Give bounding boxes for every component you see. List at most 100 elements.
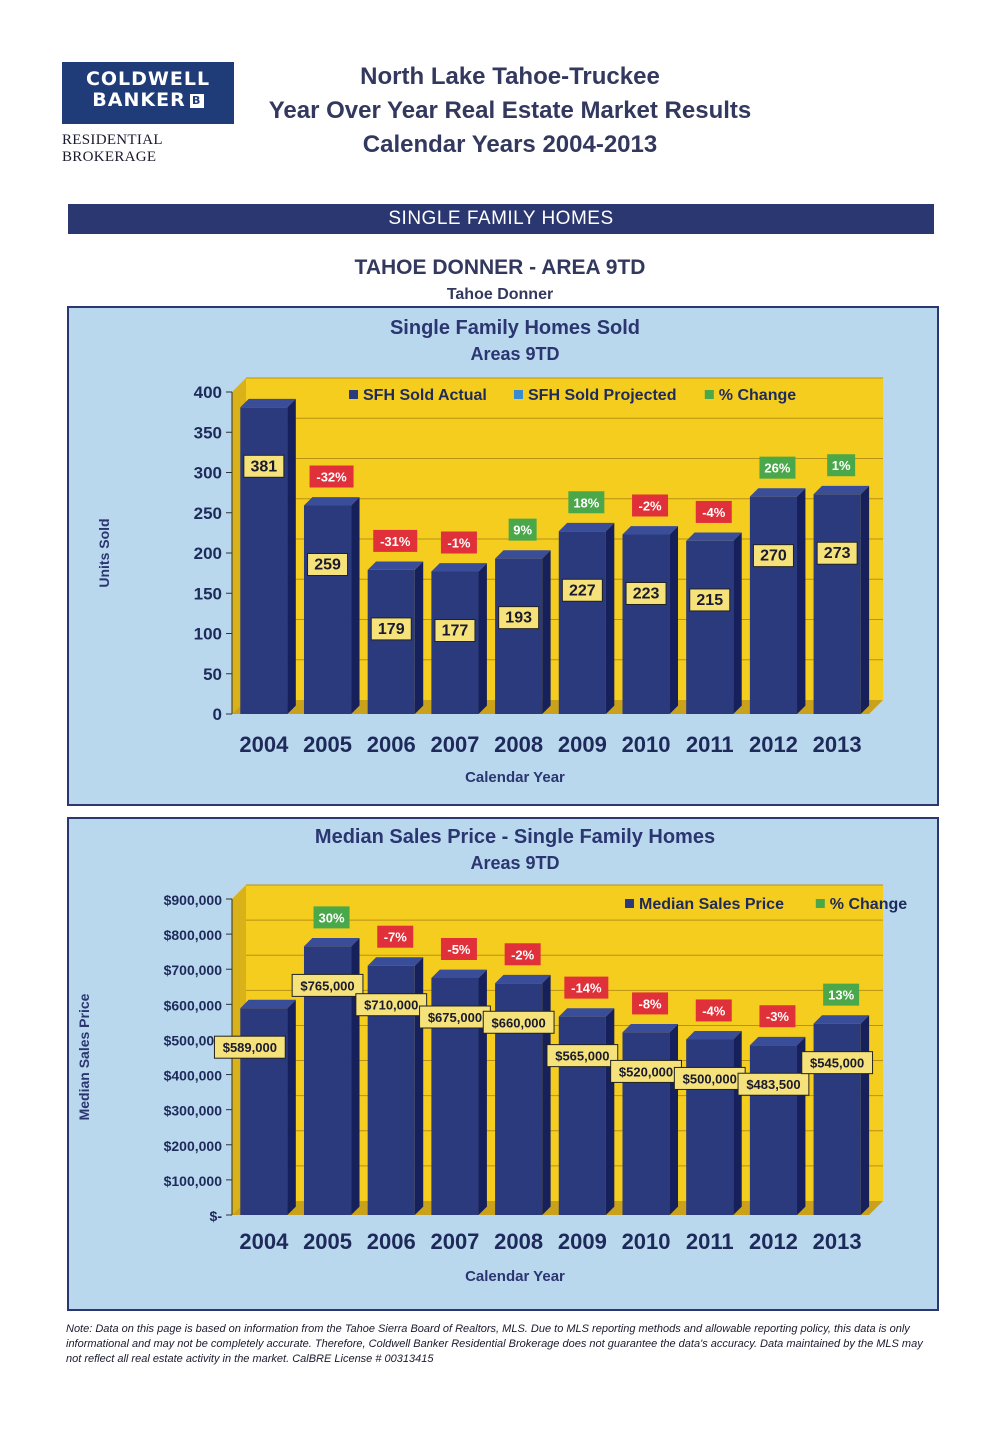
value-label: 223 [633, 585, 660, 602]
bar [303, 505, 352, 714]
pct-change-label: 18% [573, 495, 599, 510]
pct-change-badge [504, 943, 541, 966]
y-tick-label: 50 [203, 665, 222, 684]
bar-top [622, 1024, 679, 1033]
y-axis-label: Units Sold [96, 518, 112, 587]
bar-side [542, 974, 551, 1215]
bar-top [240, 398, 296, 408]
pct-change-label: -7% [384, 930, 408, 945]
pct-change-label: -32% [316, 470, 347, 485]
median-price-chart-svg: Median Sales Price - Single Family Homes… [76, 826, 907, 1285]
bar-side [860, 485, 870, 714]
y-tick-label: $200,000 [164, 1138, 223, 1154]
x-tick-label: 2011 [686, 1229, 734, 1254]
value-label: 215 [696, 592, 723, 609]
value-label-box [498, 606, 540, 630]
bar [686, 540, 734, 714]
pct-change-label: -1% [447, 536, 471, 551]
value-label-box [307, 553, 349, 577]
pct-change-badge [309, 465, 354, 488]
x-tick-label: 2009 [558, 732, 607, 757]
x-tick-label: 2007 [430, 1229, 479, 1254]
value-label: 177 [442, 623, 469, 640]
pct-change-badge [823, 983, 860, 1006]
bar [367, 569, 415, 714]
value-label: 273 [824, 545, 851, 562]
y-tick-label: $- [210, 1208, 223, 1224]
bar-top [303, 497, 360, 506]
logo-subtitle: RESIDENTIAL BROKERAGE [62, 132, 163, 165]
bar [622, 1032, 670, 1215]
value-label: 193 [505, 610, 532, 627]
x-tick-label: 2004 [239, 1229, 289, 1254]
pct-change-label: 26% [764, 461, 790, 476]
bar-top [558, 1008, 615, 1017]
bar-side [860, 1015, 870, 1215]
x-tick-label: 2008 [494, 1229, 543, 1254]
legend-swatch [625, 899, 634, 908]
value-label: 381 [250, 458, 277, 475]
value-label: $765,000 [300, 978, 354, 993]
x-tick-label: 2005 [303, 1229, 352, 1254]
bar-top [558, 522, 615, 532]
bar-top [749, 488, 806, 497]
value-label-box [370, 617, 412, 641]
x-tick-label: 2006 [367, 732, 416, 757]
bar-top [431, 969, 487, 978]
chart-title: Single Family Homes Sold [390, 317, 640, 339]
pct-change-label: -3% [766, 1009, 790, 1024]
value-label: $545,000 [810, 1056, 864, 1071]
value-label-box [816, 541, 858, 565]
value-label: $675,000 [428, 1010, 482, 1025]
bar-top [749, 1036, 806, 1046]
bar-top [686, 1031, 742, 1040]
pct-change-badge [759, 1005, 796, 1028]
value-label-box [546, 1044, 619, 1068]
x-tick-label: 2007 [430, 732, 479, 757]
legend-swatch [349, 390, 358, 399]
bar [558, 531, 606, 714]
pct-change-label: -4% [702, 505, 726, 520]
pct-change-badge [564, 976, 609, 999]
section-band: SINGLE FAMILY HOMES [68, 204, 934, 234]
pct-change-label: -4% [702, 1003, 726, 1018]
chart-subtitle: Areas 9TD [470, 344, 559, 364]
value-label: $500,000 [683, 1071, 737, 1086]
bar-side [478, 563, 487, 714]
pct-change-badge [440, 938, 477, 960]
bar [813, 494, 861, 714]
y-tick-label: $400,000 [164, 1068, 223, 1084]
x-tick-label: 2004 [239, 732, 289, 757]
x-axis-label: Calendar Year [465, 769, 565, 786]
value-label-box [243, 454, 285, 478]
units-sold-chart-svg: Single Family Homes Sold Areas 9TD 0 50 100 1… [96, 317, 883, 786]
x-tick-label: 2010 [622, 732, 671, 757]
y-tick-label: 400 [194, 383, 222, 402]
y-tick-label: 200 [194, 544, 222, 563]
title-line1: North Lake Tahoe-Truckee [360, 63, 660, 90]
legend-swatch [815, 899, 825, 908]
title-line3: Calendar Years 2004-2013 [362, 131, 658, 158]
x-tick-label: 2012 [749, 732, 798, 757]
value-label-box [689, 588, 731, 612]
value-label: $589,000 [223, 1040, 277, 1055]
pct-change-badge [508, 518, 537, 541]
page-title: North Lake Tahoe-Truckee Year Over Year … [250, 60, 770, 162]
bar-top [495, 974, 551, 984]
legend-label: SFH Sold Projected [528, 387, 676, 404]
pct-change-label: 13% [828, 988, 854, 1003]
bar-top [622, 526, 679, 535]
legend-label: % Change [830, 896, 907, 913]
legend-label: Median Sales Price [639, 896, 784, 913]
bar-side [733, 1031, 742, 1215]
pct-change-label: -2% [638, 498, 662, 513]
value-label-box [625, 581, 667, 605]
bar-top [686, 532, 742, 541]
y-tick-label: $300,000 [164, 1103, 223, 1119]
bar-side [669, 1024, 679, 1215]
bar [431, 571, 479, 714]
value-label: $483,500 [746, 1077, 800, 1092]
bar-side [414, 561, 424, 714]
value-label: $520,000 [619, 1064, 673, 1079]
value-label: $660,000 [492, 1015, 546, 1030]
